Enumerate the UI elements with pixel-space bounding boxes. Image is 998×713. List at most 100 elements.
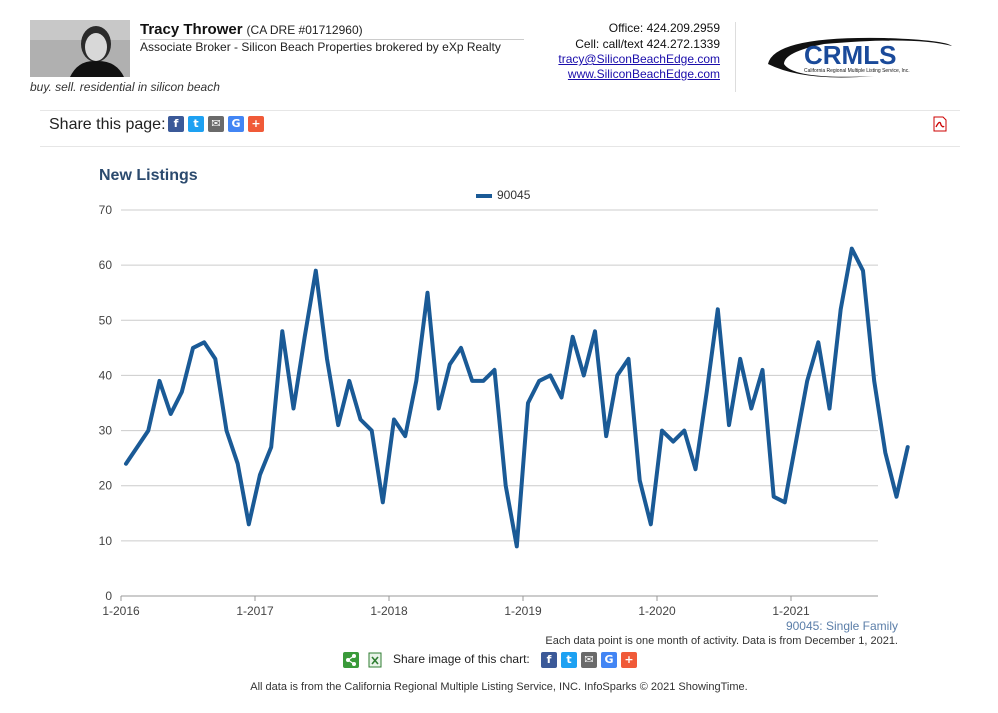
- data-point: [504, 484, 508, 488]
- data-point: [828, 407, 831, 410]
- twitter-icon[interactable]: t: [561, 652, 577, 668]
- google-icon[interactable]: G: [228, 116, 244, 132]
- legend-swatch: [476, 194, 492, 198]
- y-tick-label: 50: [99, 313, 113, 327]
- agent-photo-image: [30, 20, 130, 77]
- x-tick-label: 1-2018: [370, 604, 408, 618]
- share-image-label: Share image of this chart:: [393, 652, 530, 666]
- y-tick-label: 10: [99, 534, 113, 548]
- data-point: [705, 390, 709, 394]
- agent-photo: [30, 20, 130, 77]
- email-link[interactable]: tracy@SiliconBeachEdge.com: [558, 52, 720, 66]
- y-tick-label: 30: [99, 424, 113, 438]
- data-note: Each data point is one month of activity…: [545, 635, 898, 647]
- data-point: [627, 357, 630, 361]
- data-point: [783, 500, 787, 504]
- data-point: [381, 500, 385, 504]
- data-point: [437, 407, 441, 410]
- facebook-icon[interactable]: f: [541, 652, 557, 668]
- data-point: [180, 390, 184, 394]
- agent-license: (CA DRE #01712960): [246, 23, 363, 37]
- crmls-logo: CRMLS California Regional Multiple Listi…: [764, 30, 954, 82]
- data-point: [749, 407, 753, 410]
- more-share-icon[interactable]: +: [248, 116, 264, 132]
- email-share-icon[interactable]: ✉: [208, 116, 224, 132]
- more-share-icon[interactable]: +: [621, 652, 637, 668]
- data-point: [716, 307, 720, 311]
- data-point: [225, 429, 228, 433]
- data-point: [135, 445, 139, 449]
- data-point: [191, 346, 195, 350]
- x-tick-label: 1-2019: [504, 604, 542, 618]
- data-point: [660, 429, 664, 433]
- twitter-icon[interactable]: t: [188, 116, 204, 132]
- google-icon[interactable]: G: [601, 652, 617, 668]
- data-point: [861, 269, 865, 273]
- data-point: [481, 379, 485, 383]
- share-page-label: Share this page:: [49, 116, 166, 133]
- y-tick-label: 70: [99, 203, 113, 217]
- data-point: [805, 379, 809, 383]
- x-tick-label: 1-2021: [772, 604, 810, 618]
- data-point: [280, 329, 284, 333]
- data-point: [403, 434, 407, 438]
- data-point: [526, 401, 530, 405]
- series-note: 90045: Single Family: [785, 619, 898, 633]
- data-point: [738, 357, 742, 361]
- data-point: [493, 368, 496, 372]
- data-point: [336, 423, 340, 427]
- website-container: www.SiliconBeachEdge.com: [568, 67, 720, 81]
- logo-text: CRMLS: [804, 40, 896, 70]
- data-point: [314, 269, 318, 273]
- data-point: [560, 396, 563, 399]
- website-link[interactable]: www.SiliconBeachEdge.com: [567, 67, 720, 81]
- logo-subtext: California Regional Multiple Listing Ser…: [804, 68, 910, 74]
- data-point: [906, 445, 910, 449]
- data-point: [794, 440, 798, 444]
- data-point: [124, 462, 128, 466]
- data-point: [682, 429, 686, 433]
- data-point: [325, 357, 329, 361]
- data-point: [515, 544, 519, 548]
- agent-tagline: buy. sell. residential in silicon beach: [30, 80, 220, 94]
- excel-icon[interactable]: [367, 652, 383, 668]
- data-point: [347, 379, 351, 383]
- data-point: [839, 307, 843, 311]
- email-share-icon[interactable]: ✉: [581, 652, 597, 668]
- data-point: [772, 495, 776, 499]
- data-point: [247, 522, 251, 526]
- data-point: [850, 247, 854, 251]
- data-point: [303, 335, 307, 339]
- data-point: [727, 423, 731, 427]
- divider: [735, 22, 736, 92]
- data-point: [269, 445, 273, 449]
- data-point: [694, 467, 697, 471]
- chart-title: New Listings: [99, 167, 198, 184]
- x-tick-label: 1-2017: [236, 604, 274, 618]
- data-point: [649, 522, 653, 526]
- series-line-90045: [124, 246, 910, 549]
- data-point: [537, 379, 541, 383]
- data-point: [359, 418, 362, 421]
- pdf-icon[interactable]: [932, 116, 948, 132]
- data-point: [761, 368, 764, 372]
- facebook-icon[interactable]: f: [168, 116, 184, 132]
- data-point: [615, 373, 619, 377]
- office-phone: Office: 424.209.2959: [608, 21, 720, 35]
- data-point: [146, 429, 150, 433]
- y-tick-label: 60: [99, 258, 113, 272]
- data-point: [571, 335, 575, 339]
- data-point: [236, 462, 240, 466]
- y-tick-label: 0: [105, 589, 112, 603]
- data-point: [459, 346, 463, 350]
- data-point: [258, 473, 262, 477]
- data-point: [548, 373, 552, 377]
- divider: [40, 146, 960, 147]
- divider: [140, 39, 524, 40]
- data-point: [470, 379, 474, 383]
- share-chart-icon[interactable]: [343, 652, 359, 668]
- email-container: tracy@SiliconBeachEdge.com: [558, 52, 720, 66]
- data-point: [158, 379, 161, 383]
- divider: [40, 110, 960, 111]
